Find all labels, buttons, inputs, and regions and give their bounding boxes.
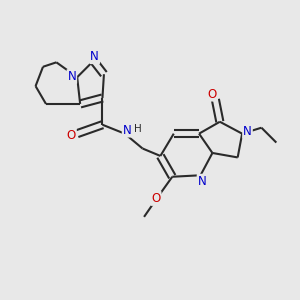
Text: N: N xyxy=(68,70,76,83)
Text: O: O xyxy=(208,88,217,100)
Text: N: N xyxy=(123,124,131,136)
Text: N: N xyxy=(198,175,206,188)
Text: N: N xyxy=(243,125,252,138)
Text: H: H xyxy=(134,124,142,134)
Text: N: N xyxy=(90,50,99,63)
Text: O: O xyxy=(151,192,160,205)
Text: O: O xyxy=(67,129,76,142)
